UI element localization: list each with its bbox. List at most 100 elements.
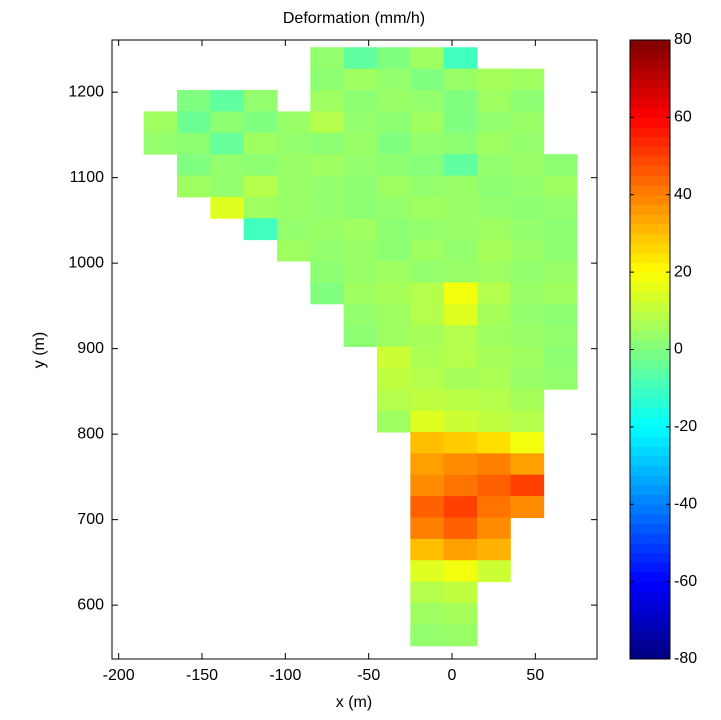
heatmap-cell: [377, 303, 411, 326]
y-tick-label: 900: [77, 340, 104, 357]
heatmap-cell: [477, 432, 511, 454]
heatmap-cell: [277, 239, 311, 262]
heatmap-cell: [343, 303, 378, 326]
heatmap-cell: [443, 325, 478, 348]
heatmap-cell: [243, 175, 278, 198]
colorbar-swatch: [630, 455, 670, 467]
heatmap-cell: [210, 111, 245, 134]
heatmap-cell: [477, 282, 511, 305]
colorbar-swatch: [630, 59, 670, 70]
heatmap-cell: [477, 517, 511, 540]
colorbar-swatch: [630, 243, 670, 254]
heatmap-cell: [177, 154, 211, 177]
heatmap-cell: [510, 239, 545, 262]
colorbar-swatch: [630, 629, 670, 641]
colorbar-swatch: [630, 40, 670, 51]
colorbar-swatch: [630, 591, 670, 602]
colorbar-swatch: [630, 639, 670, 650]
heatmap-cell: [543, 303, 578, 326]
heatmap-cell: [277, 218, 311, 241]
colorbar-swatch: [630, 600, 670, 612]
colorbar-swatch: [630, 504, 670, 515]
heatmap-cell: [510, 196, 545, 219]
heatmap-cell: [410, 496, 445, 519]
colorbar-swatch: [630, 475, 670, 486]
colorbar-swatch: [630, 349, 670, 360]
heatmap-cell: [243, 154, 278, 177]
x-tick-label: -50: [357, 667, 380, 684]
heatmap-cell: [443, 560, 478, 583]
colorbar-swatch: [630, 262, 670, 273]
heatmap-cell: [443, 624, 478, 647]
heatmap-cell: [510, 496, 545, 519]
heatmap-cell: [243, 132, 278, 155]
heatmap-cell: [343, 282, 378, 305]
colorbar-swatch: [630, 571, 670, 583]
heatmap-cell: [477, 303, 511, 326]
heatmap-cell: [410, 581, 445, 604]
heatmap-cell: [510, 303, 545, 326]
heatmap-cell: [310, 132, 345, 155]
heatmap-cell: [410, 218, 445, 241]
heatmap-cell: [443, 602, 478, 625]
heatmap-cell: [477, 367, 511, 390]
heatmap-cell: [477, 474, 511, 497]
heatmap-cell: [310, 68, 345, 91]
colorbar-swatch: [630, 513, 670, 525]
heatmap-cell: [510, 90, 545, 112]
heatmap-cell: [343, 132, 378, 155]
heatmap-cell: [543, 196, 578, 219]
colorbar-swatch: [630, 542, 670, 554]
heatmap-cell: [410, 90, 445, 112]
chart-title: Deformation (mm/h): [283, 10, 425, 27]
heatmap-cell: [443, 47, 478, 70]
heatmap-cell: [410, 261, 445, 283]
heatmap-cell: [343, 90, 378, 112]
colorbar-swatch: [630, 165, 670, 176]
y-axis-label: y (m): [31, 332, 48, 368]
y-tick-label: 600: [77, 596, 104, 613]
y-tick-label: 1200: [68, 83, 104, 100]
colorbar-swatch: [630, 359, 670, 370]
heatmap-cell: [143, 111, 178, 134]
heatmap-cell: [443, 196, 478, 219]
colorbar-swatch: [630, 204, 670, 215]
heatmap-cell: [410, 560, 445, 583]
heatmap-cell: [177, 132, 211, 155]
heatmap-cell: [310, 218, 345, 241]
heatmap-cell: [477, 154, 511, 177]
heatmap-cell: [443, 538, 478, 561]
x-tick-label: -150: [186, 667, 218, 684]
colorbar-tick-label: 40: [674, 186, 692, 203]
x-tick-label: 0: [448, 667, 457, 684]
heatmap-cell: [510, 282, 545, 305]
colorbar-swatch: [630, 194, 670, 205]
heatmap-cell: [377, 196, 411, 219]
heatmap-cell: [543, 282, 578, 305]
heatmap-cell: [443, 303, 478, 326]
colorbar-tick-label: -20: [674, 418, 697, 435]
heatmap-cell: [377, 410, 411, 433]
heatmap-cell: [410, 325, 445, 348]
heatmap-cell: [410, 453, 445, 476]
heatmap-cell: [210, 154, 245, 177]
heatmap-cell: [310, 239, 345, 262]
heatmap-cell: [443, 90, 478, 112]
heatmap-cell: [410, 432, 445, 454]
colorbar-tick-label: -60: [674, 573, 697, 590]
heatmap-cell: [277, 196, 311, 219]
heatmap-cell: [543, 218, 578, 241]
heatmap-cell: [543, 367, 578, 390]
heatmap-cell: [277, 111, 311, 134]
heatmap-cell: [543, 239, 578, 262]
heatmap-cell: [410, 132, 445, 155]
heatmap-cell: [410, 196, 445, 219]
heatmap-cell: [377, 47, 411, 70]
colorbar-swatch: [630, 523, 670, 534]
heatmap-cell: [510, 346, 545, 369]
heatmap-cell: [477, 132, 511, 155]
heatmap-cell: [443, 453, 478, 476]
heatmap-cell: [443, 496, 478, 519]
heatmap-cell: [377, 389, 411, 412]
heatmap-cell: [410, 175, 445, 198]
